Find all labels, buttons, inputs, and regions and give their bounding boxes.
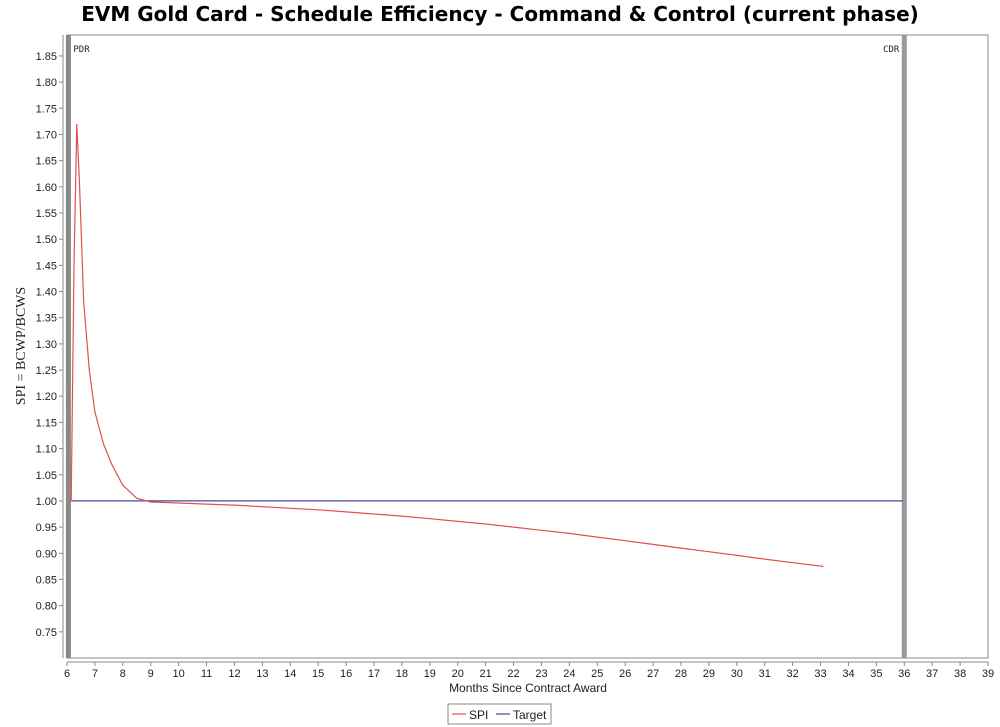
y-tick-label: 0.95 [36, 522, 57, 534]
y-tick-label: 0.90 [36, 548, 57, 560]
x-tick-label: 15 [312, 668, 324, 680]
x-tick-label: 37 [926, 668, 938, 680]
x-tick-label: 13 [256, 668, 268, 680]
marker-label-pdr: PDR [73, 45, 90, 55]
y-tick-label: 1.75 [36, 103, 57, 115]
x-tick-label: 25 [591, 668, 603, 680]
y-tick-label: 1.60 [36, 182, 57, 194]
series-layer [70, 123, 903, 567]
y-tick-label: 1.55 [36, 208, 57, 220]
y-axis: 0.75 0.80 0.85 0.90 0.95 1.00 1.05 1.10 1.15 1.20… [36, 35, 64, 658]
y-tick-label: 1.00 [36, 496, 57, 508]
x-tick-label: 22 [507, 668, 519, 680]
chart-title: EVM Gold Card - Schedule Efficiency - Co… [81, 2, 919, 26]
x-axis: 6 7 8 9 10 11 12 13 14 15 16 17 18 19 20 21 22 23 24 25 26 27… [64, 661, 994, 680]
y-tick-label: 0.75 [36, 627, 57, 639]
x-tick-label: 28 [675, 668, 687, 680]
x-tick-label: 8 [120, 668, 126, 680]
x-tick-label: 16 [340, 668, 352, 680]
y-tick-label: 1.40 [36, 287, 57, 299]
x-tick-label: 6 [64, 668, 70, 680]
y-tick-label: 1.20 [36, 391, 57, 403]
y-tick-label: 1.10 [36, 444, 57, 456]
x-tick-label: 10 [173, 668, 185, 680]
x-tick-label: 36 [898, 668, 910, 680]
marker-label-cdr: CDR [883, 45, 900, 55]
milestone-markers: PDR CDR [65, 35, 907, 658]
legend-label-spi: SPI [469, 708, 488, 722]
x-axis-label: Months Since Contract Award [449, 681, 607, 695]
y-tick-label: 1.35 [36, 313, 57, 325]
x-tick-label: 20 [452, 668, 464, 680]
x-tick-label: 39 [982, 668, 994, 680]
y-tick-label: 1.85 [36, 51, 57, 63]
x-tick-label: 30 [731, 668, 743, 680]
y-axis-label: SPI = BCWP/BCWS [14, 287, 29, 405]
x-tick-label: 27 [647, 668, 659, 680]
plot-area [66, 34, 989, 659]
x-tick-label: 18 [396, 668, 408, 680]
y-tick-label: 1.70 [36, 129, 57, 141]
legend: SPI Target [447, 703, 552, 725]
y-tick-label: 0.85 [36, 574, 57, 586]
x-tick-label: 7 [92, 668, 98, 680]
x-tick-label: 35 [870, 668, 882, 680]
y-tick-label: 1.05 [36, 470, 57, 482]
series-line-spi [70, 123, 824, 567]
x-tick-label: 9 [148, 668, 154, 680]
legend-label-target: Target [513, 708, 547, 722]
x-tick-label: 14 [284, 668, 296, 680]
x-tick-label: 32 [787, 668, 799, 680]
x-tick-label: 17 [368, 668, 380, 680]
x-tick-label: 19 [424, 668, 436, 680]
y-tick-label: 1.25 [36, 365, 57, 377]
marker-line-pdr [65, 35, 71, 658]
x-tick-label: 38 [954, 668, 966, 680]
x-tick-label: 29 [703, 668, 715, 680]
y-tick-label: 1.30 [36, 339, 57, 351]
x-tick-label: 21 [480, 668, 492, 680]
x-tick-label: 34 [842, 668, 854, 680]
x-tick-label: 26 [619, 668, 631, 680]
y-tick-label: 1.80 [36, 77, 57, 89]
y-tick-label: 1.65 [36, 156, 57, 168]
x-tick-label: 11 [201, 668, 212, 680]
x-tick-label: 31 [759, 668, 771, 680]
y-tick-label: 1.45 [36, 260, 57, 272]
y-tick-label: 1.50 [36, 234, 57, 246]
x-tick-label: 23 [535, 668, 547, 680]
x-tick-label: 33 [814, 668, 826, 680]
y-tick-label: 0.80 [36, 601, 57, 613]
x-tick-label: 24 [563, 668, 575, 680]
marker-line-cdr [901, 35, 907, 658]
y-tick-label: 1.15 [36, 417, 57, 429]
x-tick-label: 12 [228, 668, 240, 680]
